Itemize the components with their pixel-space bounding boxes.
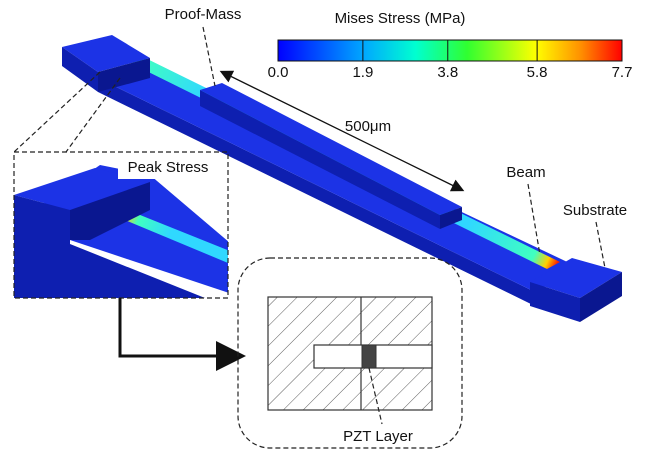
peak-stress-label: Peak Stress bbox=[128, 159, 209, 176]
colorbar-tick-label: 0.0 bbox=[268, 64, 289, 81]
zoom-leader bbox=[14, 72, 100, 152]
zoom-view bbox=[14, 165, 260, 340]
figure: Peak Stress PZT Layer Proof-Mass 500μm B… bbox=[0, 0, 649, 459]
substrate-label: Substrate bbox=[563, 202, 627, 219]
substrate-leader bbox=[596, 222, 605, 268]
proof-mass-leader bbox=[203, 27, 215, 86]
colorbar-tick-label: 1.9 bbox=[352, 64, 373, 81]
beam-label: Beam bbox=[506, 164, 545, 181]
colorbar-tick-label: 3.8 bbox=[437, 64, 458, 81]
pzt-label: PZT Layer bbox=[343, 428, 413, 445]
length-label: 500μm bbox=[345, 118, 391, 135]
colorbar-tick-label: 7.7 bbox=[612, 64, 633, 81]
colorbar bbox=[278, 40, 622, 61]
cross-section bbox=[268, 297, 432, 410]
inset-arrow bbox=[120, 298, 240, 356]
proof-mass-label: Proof-Mass bbox=[165, 6, 242, 23]
colorbar-tick-label: 5.8 bbox=[527, 64, 548, 81]
colorbar-title: Mises Stress (MPa) bbox=[335, 10, 466, 27]
